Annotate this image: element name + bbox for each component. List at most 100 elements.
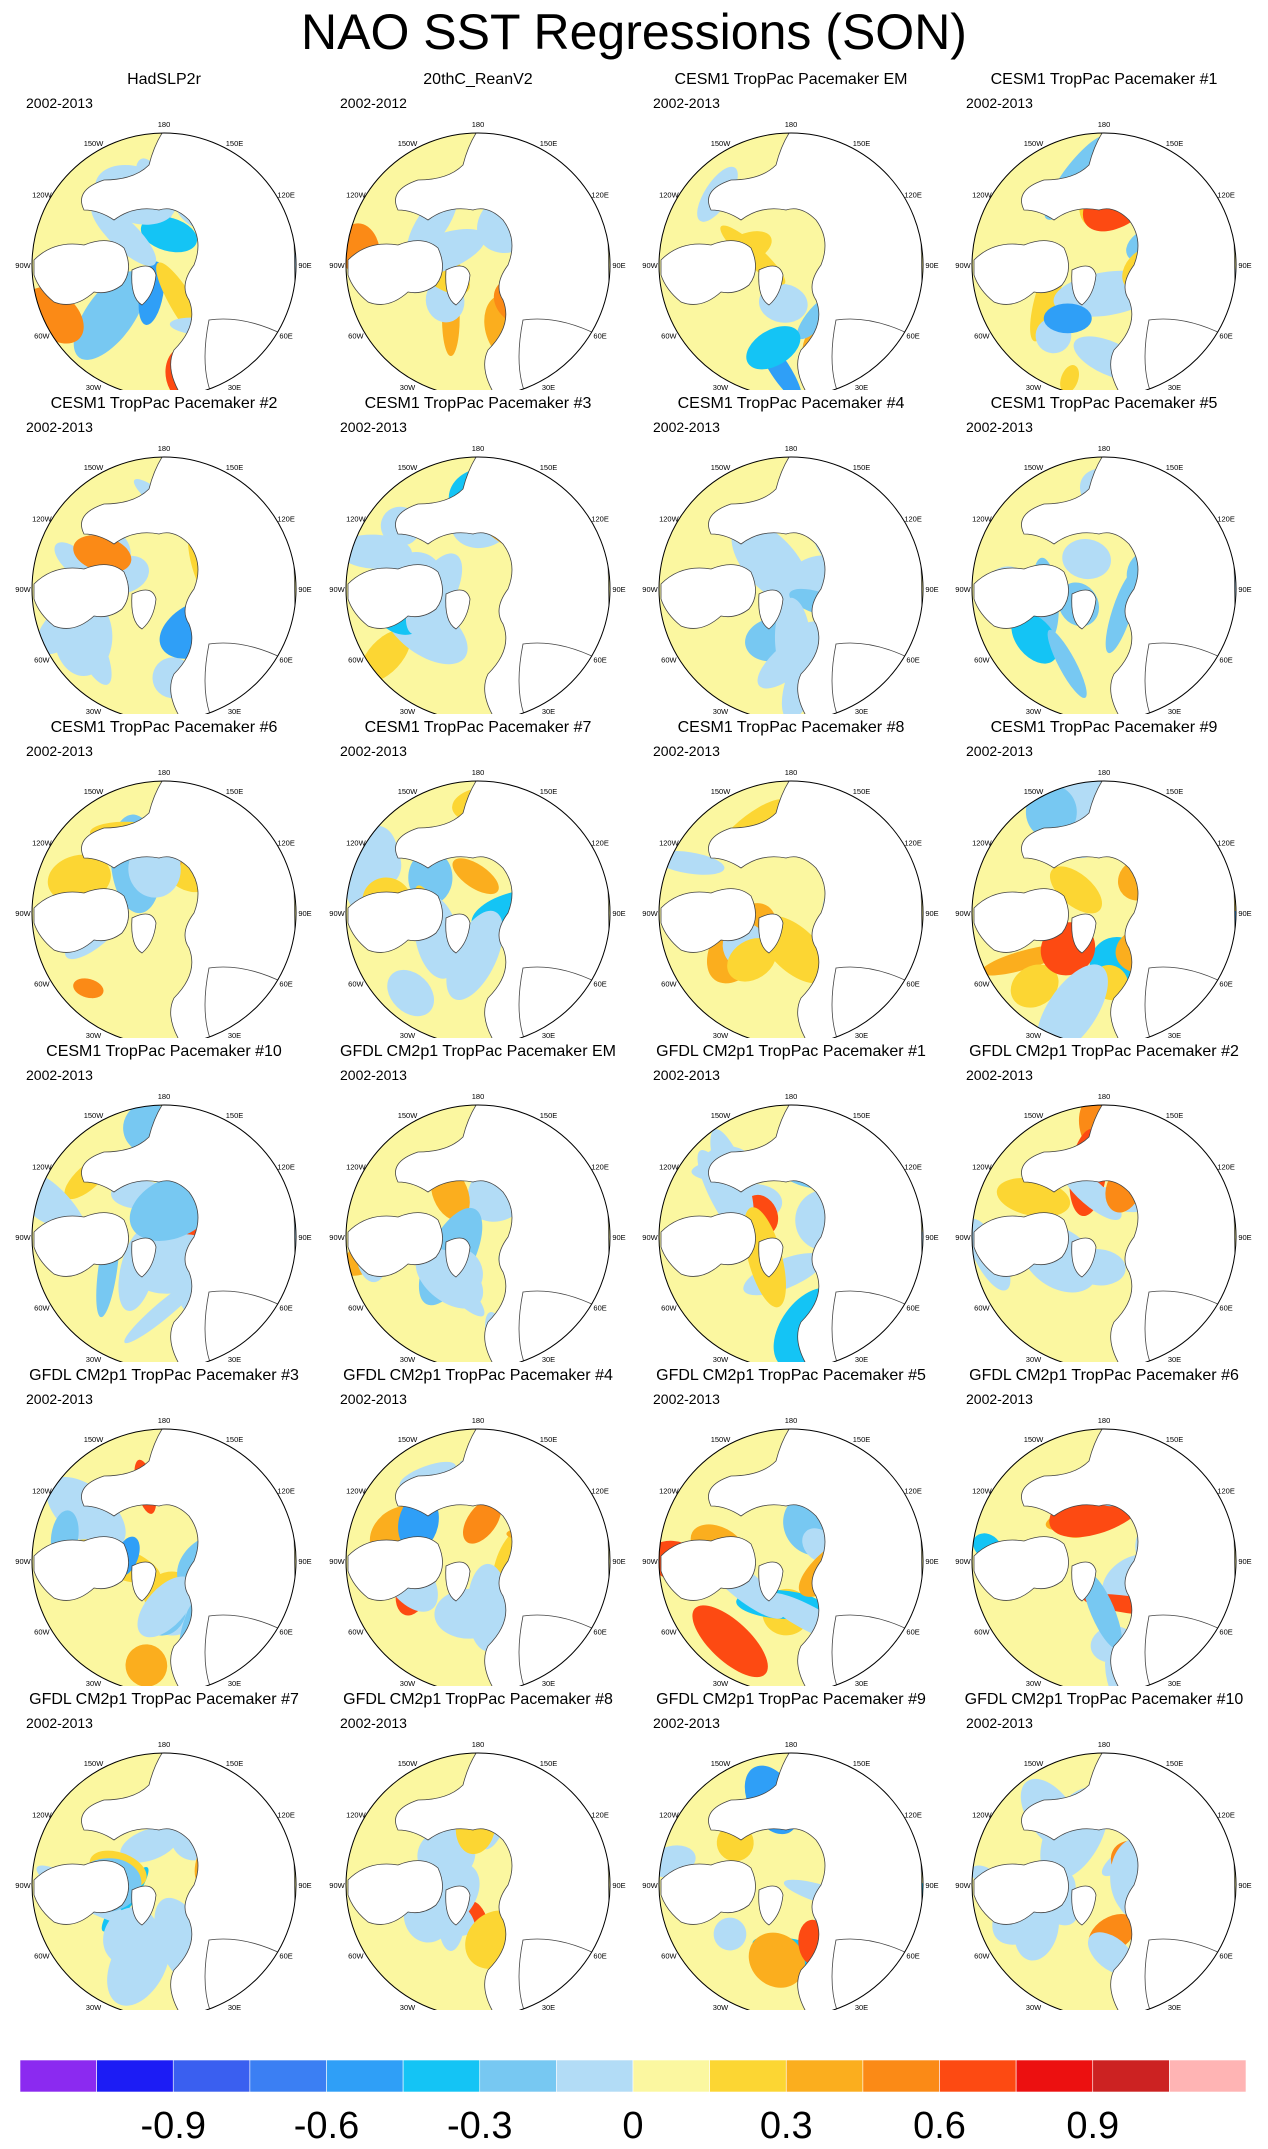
- sst-anomaly-region: [137, 1576, 195, 1638]
- longitude-label: 30E: [1168, 1679, 1181, 1686]
- longitude-label: 30W: [86, 2003, 102, 2010]
- map-boundary: [971, 132, 1237, 390]
- land-mass: [831, 1290, 913, 1362]
- land-mass: [204, 318, 286, 390]
- land-mass: [1071, 913, 1097, 954]
- longitude-label: 120E: [904, 1487, 922, 1496]
- land-mass: [204, 642, 286, 714]
- sst-anomaly-region: [107, 1922, 171, 2006]
- panel-title: CESM1 TropPac Pacemaker #8: [677, 719, 905, 736]
- map-boundary: [658, 780, 924, 1038]
- longitude-label: 180: [472, 1740, 485, 1749]
- land-mass: [518, 1938, 600, 2010]
- longitude-label: 60W: [661, 1952, 677, 1961]
- land-mass: [445, 265, 471, 306]
- colorbar-box: [709, 2060, 787, 2093]
- map-boundary: [971, 1104, 1237, 1362]
- map-panel: GFDL CM2p1 TropPac Pacemaker #2 2002-2013…: [954, 1042, 1254, 1362]
- longitude-label: 60E: [906, 1304, 919, 1313]
- longitude-label: 90W: [329, 261, 345, 270]
- land-mass: [518, 1614, 600, 1686]
- sst-anomaly-region: [73, 271, 147, 360]
- longitude-label: 120E: [1217, 191, 1235, 200]
- panel-period: 2002-2012: [340, 95, 407, 111]
- panel-title: CESM1 TropPac Pacemaker #9: [990, 719, 1218, 736]
- land-mass: [831, 318, 913, 390]
- longitude-label: 30W: [713, 2003, 729, 2010]
- polar-sst-map: 180150E120E90E60E30E030W60W90W120W150W: [15, 1092, 312, 1362]
- map-boundary: [971, 1752, 1237, 2010]
- longitude-label: 150E: [226, 1435, 244, 1444]
- map-panel: CESM1 TropPac Pacemaker EM 2002-2013 180 15…: [641, 70, 941, 390]
- land-mass: [131, 1237, 157, 1278]
- longitude-label: 90W: [15, 585, 31, 594]
- longitude-label: 90E: [1238, 261, 1251, 270]
- longitude-label: 90E: [612, 909, 625, 918]
- longitude-label: 30E: [228, 383, 241, 390]
- longitude-label: 30E: [228, 1031, 241, 1038]
- land-mass: [1144, 1938, 1226, 2010]
- longitude-label: 150W: [84, 463, 105, 472]
- panel-title: CESM1 TropPac Pacemaker #3: [364, 395, 592, 412]
- polar-sst-map: 180150E120E90E60E30E030W60W90W120W150W: [329, 768, 626, 1038]
- longitude-label: 120W: [659, 1163, 680, 1172]
- longitude-label: 60W: [348, 1304, 364, 1313]
- land-mass: [1071, 1885, 1097, 1926]
- longitude-label: 180: [785, 1092, 798, 1101]
- map-panel: GFDL CM2p1 TropPac Pacemaker #3 2002-2013…: [14, 1366, 314, 1686]
- sst-anomaly-region: [1010, 964, 1059, 1008]
- longitude-label: 60E: [279, 980, 292, 989]
- map-panel: CESM1 TropPac Pacemaker #5 2002-2013 180 15…: [954, 394, 1254, 714]
- longitude-label: 150E: [1166, 1111, 1184, 1120]
- longitude-label: 150E: [1166, 139, 1184, 148]
- longitude-label: 90W: [329, 1881, 345, 1890]
- longitude-label: 120W: [346, 1487, 367, 1496]
- longitude-label: 150W: [1024, 1435, 1045, 1444]
- longitude-label: 180: [1098, 1740, 1111, 1749]
- longitude-label: 150W: [711, 787, 732, 796]
- land-mass: [33, 1536, 129, 1601]
- panel-title: GFDL CM2p1 TropPac Pacemaker #1: [656, 1043, 926, 1060]
- longitude-label: 120E: [1217, 515, 1235, 524]
- panel-period: 2002-2013: [26, 743, 93, 759]
- panel-title: CESM1 TropPac Pacemaker #4: [677, 395, 905, 412]
- longitude-label: 30W: [1026, 1355, 1042, 1362]
- longitude-label: 180: [1098, 1092, 1111, 1101]
- longitude-label: 90E: [1238, 909, 1251, 918]
- longitude-label: 150W: [398, 1435, 419, 1444]
- panel-period: 2002-2013: [340, 1391, 407, 1407]
- longitude-label: 30E: [855, 1355, 868, 1362]
- panel-title: GFDL CM2p1 TropPac Pacemaker #7: [29, 1691, 299, 1708]
- longitude-label: 30E: [228, 1679, 241, 1686]
- polar-sst-map: 180150E120E90E60E30E030W60W90W120W150W: [15, 768, 312, 1038]
- longitude-label: 60W: [974, 1304, 990, 1313]
- land-mass: [660, 888, 756, 953]
- longitude-label: 60W: [34, 1628, 50, 1637]
- map-boundary: [31, 1104, 297, 1362]
- longitude-label: 120W: [346, 191, 367, 200]
- longitude-label: 120E: [591, 191, 609, 200]
- land-mass: [131, 265, 157, 306]
- longitude-label: 60W: [661, 980, 677, 989]
- longitude-label: 120W: [659, 839, 680, 848]
- longitude-label: 60E: [906, 656, 919, 665]
- land-mass: [131, 913, 157, 954]
- panel-title: CESM1 TropPac Pacemaker #2: [50, 395, 278, 412]
- polar-sst-map: 180150E120E90E60E30E030W60W90W120W150W: [15, 444, 312, 714]
- longitude-label: 150W: [1024, 1759, 1045, 1768]
- longitude-label: 90W: [955, 585, 971, 594]
- longitude-label: 180: [472, 1092, 485, 1101]
- panel-period: 2002-2013: [26, 1391, 93, 1407]
- longitude-label: 120E: [1217, 1487, 1235, 1496]
- longitude-label: 60W: [34, 332, 50, 341]
- map-boundary: [658, 1752, 924, 2010]
- colorbar-box: [96, 2060, 174, 2093]
- longitude-label: 150E: [226, 787, 244, 796]
- longitude-label: 150E: [540, 787, 558, 796]
- longitude-label: 30E: [855, 707, 868, 714]
- longitude-label: 120W: [972, 1487, 993, 1496]
- longitude-label: 90E: [298, 1881, 311, 1890]
- longitude-label: 150W: [84, 1435, 105, 1444]
- colorbar: -0.9 -0.6 -0.3 0 0.3 0.6 0.9: [19, 2060, 1247, 2147]
- longitude-label: 90W: [642, 585, 658, 594]
